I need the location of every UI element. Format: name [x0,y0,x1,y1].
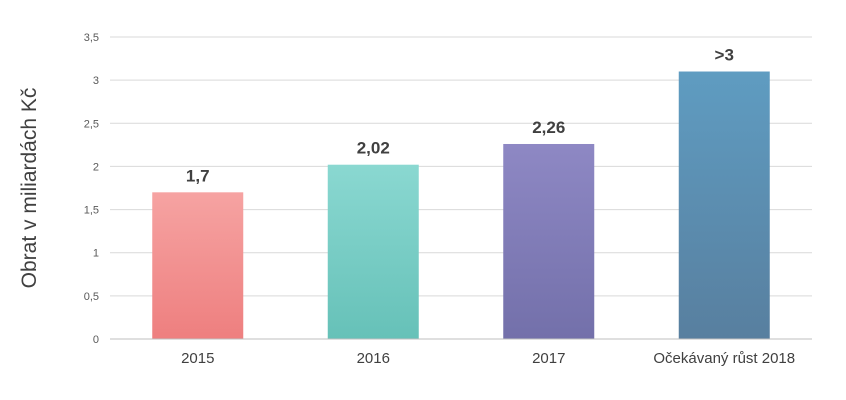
data-label: 2,02 [357,139,390,158]
bar-2015 [152,192,244,339]
data-label: 2,26 [532,118,565,137]
data-labels: 1,7 2,02 2,26 >3 [186,46,734,186]
x-tick-label: Očekávaný růst 2018 [653,350,795,367]
y-tick-label: 2,5 [84,118,99,130]
x-axis-ticks: 2015 2016 2017 Očekávaný růst 2018 [181,350,795,367]
bars [152,71,770,339]
x-tick-label: 2015 [181,350,214,367]
y-tick-label: 3 [93,75,99,87]
y-tick-label: 1 [93,248,99,260]
y-tick-label: 0 [93,334,99,346]
bar-2017 [503,143,595,339]
y-tick-label: 0,5 [84,291,99,303]
y-axis-label: Obrat v miliardách Kč [18,88,41,289]
bar-2016 [327,164,419,339]
y-axis-ticks: 0 0,5 1 1,5 2 2,5 3 3,5 [84,32,99,346]
data-label: 1,7 [186,166,210,185]
x-tick-label: 2016 [357,350,390,367]
y-tick-label: 1,5 [84,205,99,217]
y-tick-label: 2 [93,161,99,173]
x-tick-label: 2017 [532,350,565,367]
bar-Očekávaný-růst-2018 [678,71,770,339]
y-tick-label: 3,5 [84,32,99,44]
data-label: >3 [715,46,734,65]
